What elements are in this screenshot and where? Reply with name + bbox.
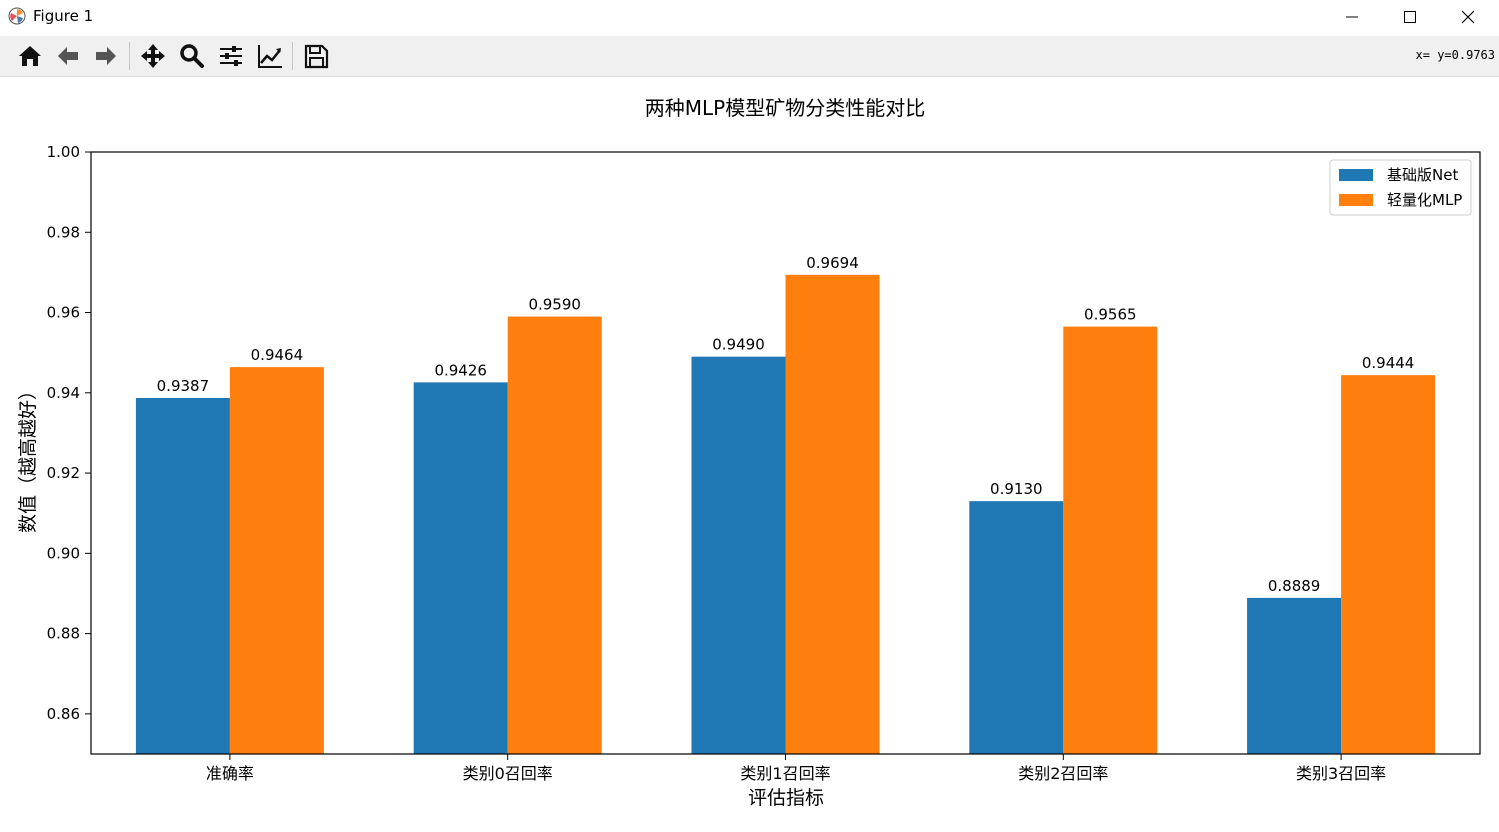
matplotlib-app-icon	[8, 7, 26, 25]
cursor-coordinates: x= y=0.9763	[1415, 48, 1495, 62]
x-tick-label: 类别3召回率	[1296, 764, 1386, 783]
bar-value-label: 0.9444	[1362, 354, 1415, 372]
window-title: Figure 1	[33, 7, 94, 25]
x-tick-label: 类别1召回率	[740, 764, 830, 783]
bar-value-label: 0.9464	[251, 346, 304, 364]
bar-chart: 两种MLP模型矿物分类性能对比 0.86 0.88 0.90 0.92 0.94 0.96…	[0, 77, 1499, 828]
bar-series1	[785, 274, 880, 754]
home-button[interactable]	[14, 40, 46, 72]
window-titlebar: Figure 1	[0, 0, 1499, 34]
move-arrows-icon	[141, 44, 165, 68]
chart-title: 两种MLP模型矿物分类性能对比	[645, 96, 925, 120]
y-tick-label: 0.90	[47, 544, 80, 562]
zoom-button[interactable]	[176, 40, 208, 72]
bar-series0	[691, 356, 786, 754]
bar-value-label: 0.9130	[990, 480, 1043, 498]
arrow-left-icon	[58, 47, 78, 65]
x-tick-label: 类别0召回率	[463, 764, 553, 783]
magnifier-icon	[180, 44, 204, 68]
legend-swatch-series0	[1339, 169, 1373, 181]
x-tick-label: 准确率	[206, 764, 254, 783]
bar-value-label: 0.9490	[712, 336, 765, 354]
close-button[interactable]	[1439, 0, 1497, 34]
bar-series1	[507, 316, 602, 754]
bar-value-label: 0.9387	[157, 377, 210, 395]
toolbar-separator	[292, 42, 293, 70]
maximize-icon	[1404, 11, 1416, 23]
bar-series1	[1063, 326, 1158, 754]
bar-series0	[969, 501, 1064, 754]
y-tick-label: 0.98	[47, 223, 80, 241]
y-tick-label: 1.00	[47, 143, 80, 161]
sliders-icon	[220, 46, 242, 66]
toolbar-separator	[129, 42, 130, 70]
forward-button[interactable]	[90, 40, 122, 72]
bar-value-label: 0.8889	[1268, 577, 1321, 595]
pan-button[interactable]	[137, 40, 169, 72]
home-icon	[19, 46, 41, 66]
bar-value-label: 0.9694	[806, 254, 859, 272]
x-axis-label: 评估指标	[748, 787, 824, 809]
bar-series0	[1247, 597, 1342, 754]
bar-value-label: 0.9426	[434, 361, 487, 379]
legend: 基础版Net 轻量化MLP	[1329, 159, 1472, 216]
y-tick-label: 0.92	[47, 464, 80, 482]
legend-label-series0: 基础版Net	[1387, 166, 1458, 184]
bar-series1	[1341, 375, 1436, 754]
navigation-toolbar: x= y=0.9763	[0, 36, 1499, 77]
close-icon	[1461, 10, 1475, 24]
line-chart-icon	[258, 45, 282, 68]
bar-value-label: 0.9590	[528, 296, 581, 314]
bar-series0	[135, 398, 230, 754]
minimize-icon	[1346, 16, 1358, 18]
minimize-button[interactable]	[1323, 0, 1381, 34]
y-tick-label: 0.86	[47, 705, 80, 723]
arrow-right-icon	[96, 47, 116, 65]
bar-series0	[413, 382, 508, 754]
y-axis-label: 数值（越高越好）	[17, 381, 39, 533]
configure-subplots-button[interactable]	[215, 40, 247, 72]
back-button[interactable]	[52, 40, 84, 72]
bar-series1	[229, 367, 324, 754]
x-tick-label: 类别2召回率	[1018, 764, 1108, 783]
axes-frame	[90, 151, 1481, 755]
edit-axis-button[interactable]	[254, 40, 286, 72]
maximize-button[interactable]	[1381, 0, 1439, 34]
bar-value-label: 0.9565	[1084, 306, 1137, 324]
floppy-disk-icon	[304, 44, 329, 69]
y-tick-label: 0.88	[47, 625, 80, 643]
figure-canvas: 两种MLP模型矿物分类性能对比 0.86 0.88 0.90 0.92 0.94 0.96…	[0, 77, 1499, 828]
legend-swatch-series1	[1339, 194, 1373, 206]
legend-label-series1: 轻量化MLP	[1387, 191, 1462, 209]
y-tick-label: 0.94	[47, 384, 80, 402]
save-button[interactable]	[300, 40, 332, 72]
y-tick-label: 0.96	[47, 304, 80, 322]
